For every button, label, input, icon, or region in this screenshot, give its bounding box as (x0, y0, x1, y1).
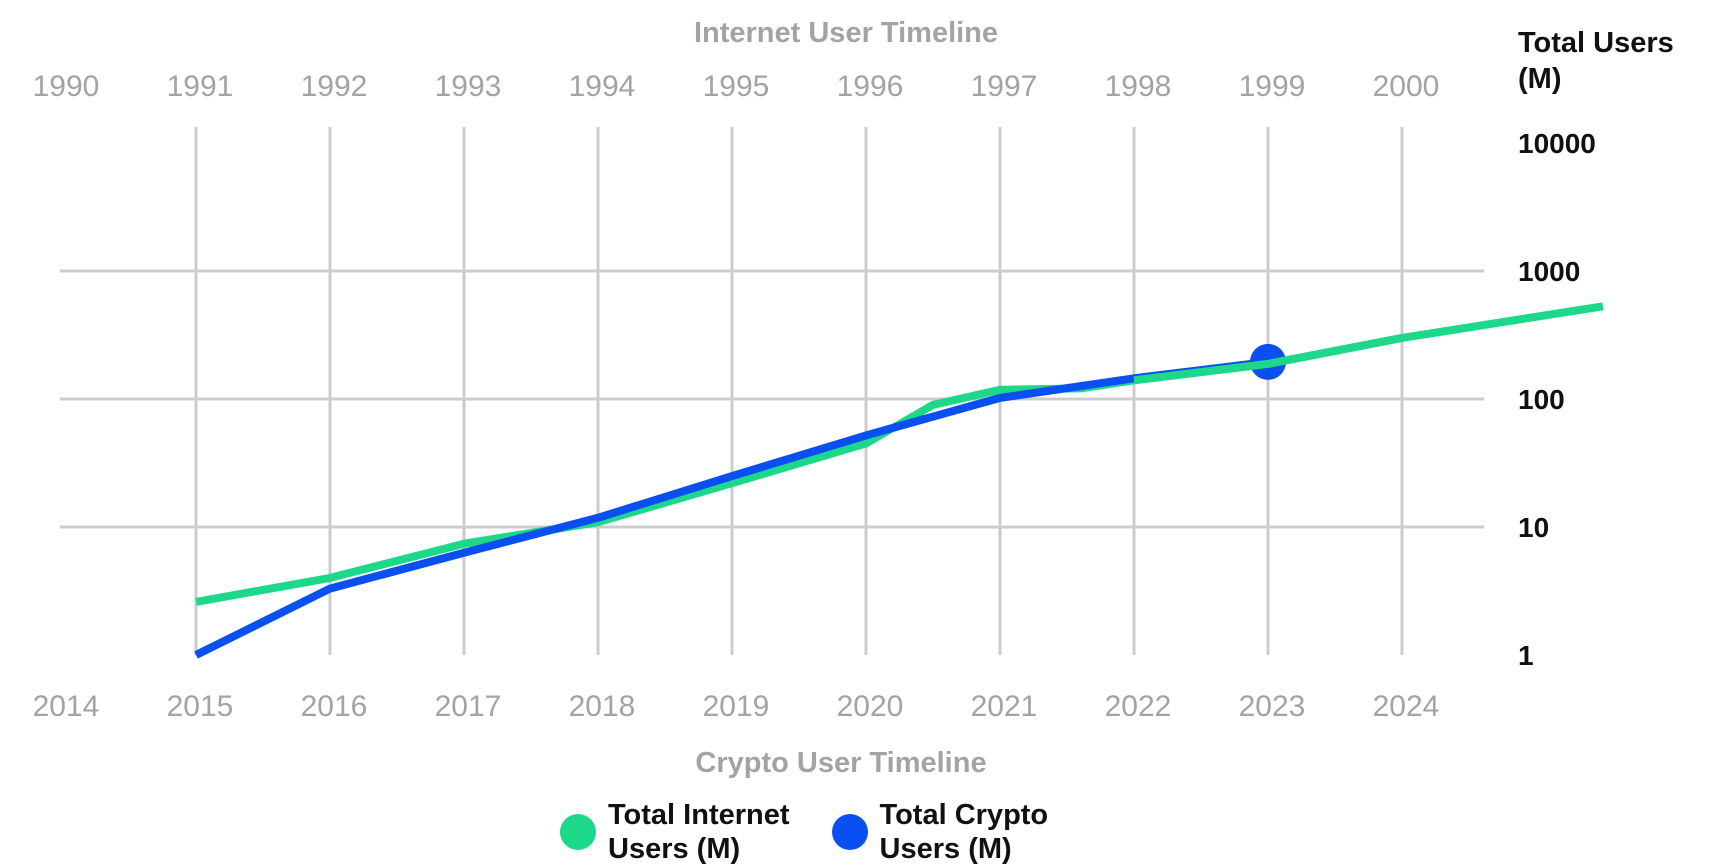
x-bottom-tick-2021: 2021 (971, 690, 1038, 723)
x-top-tick-1991: 1991 (167, 70, 234, 103)
legend: Total Internet Users (M) Total Crypto Us… (560, 798, 1048, 866)
series-line-crypto-users (194, 357, 1269, 659)
x-top-tick-1992: 1992 (301, 70, 368, 103)
x-bottom-tick-2014: 2014 (33, 690, 100, 723)
y-tick-1000: 1000 (1518, 256, 1580, 287)
x-bottom-tick-2016: 2016 (301, 690, 368, 723)
y-tick-10: 10 (1518, 512, 1549, 543)
y-tick-100: 100 (1518, 384, 1565, 415)
y-axis-label-line-1: Total Users (1518, 27, 1674, 59)
x-bottom-tick-2017: 2017 (435, 690, 502, 723)
bottom-axis-title: Crypto User Timeline (695, 747, 986, 779)
x-top-tick-1995: 1995 (703, 70, 770, 103)
legend-swatch-crypto-users (831, 814, 868, 850)
x-bottom-tick-2019: 2019 (703, 690, 770, 723)
x-top-tick-1996: 1996 (837, 70, 904, 103)
legend-label-crypto-users: Total Crypto Users (M) (879, 799, 1049, 865)
x-bottom-tick-2022: 2022 (1105, 690, 1172, 723)
x-top-tick-1999: 1999 (1239, 70, 1306, 103)
x-bottom-tick-2015: 2015 (167, 690, 234, 723)
x-top-tick-1990: 1990 (33, 70, 100, 103)
legend-swatch-internet-users (560, 814, 596, 850)
x-bottom-tick-2018: 2018 (569, 690, 636, 723)
series-line-internet-users-overlay (1133, 333, 1403, 385)
x-bottom-tick-2020: 2020 (837, 690, 904, 723)
legend-item-internet-users: Total Internet Users (M) (560, 798, 790, 866)
x-bottom-tick-2023: 2023 (1239, 690, 1306, 723)
y-tick-1: 1 (1518, 640, 1534, 671)
top-axis-title: Internet User Timeline (694, 17, 998, 49)
x-top-tick-1997: 1997 (971, 70, 1038, 103)
legend-item-crypto-users: Total Crypto Users (M) (831, 798, 1049, 866)
series-line-internet-users (195, 302, 1604, 606)
x-top-tick-1994: 1994 (569, 70, 636, 103)
x-top-tick-1998: 1998 (1105, 70, 1172, 103)
x-top-tick-2000: 2000 (1373, 70, 1440, 103)
y-tick-10000: 10000 (1518, 128, 1596, 159)
y-axis-label-line-2: (M) (1518, 63, 1561, 95)
legend-label-internet-users: Total Internet Users (M) (608, 799, 790, 865)
x-bottom-tick-2024: 2024 (1373, 690, 1440, 723)
x-top-tick-1993: 1993 (435, 70, 502, 103)
